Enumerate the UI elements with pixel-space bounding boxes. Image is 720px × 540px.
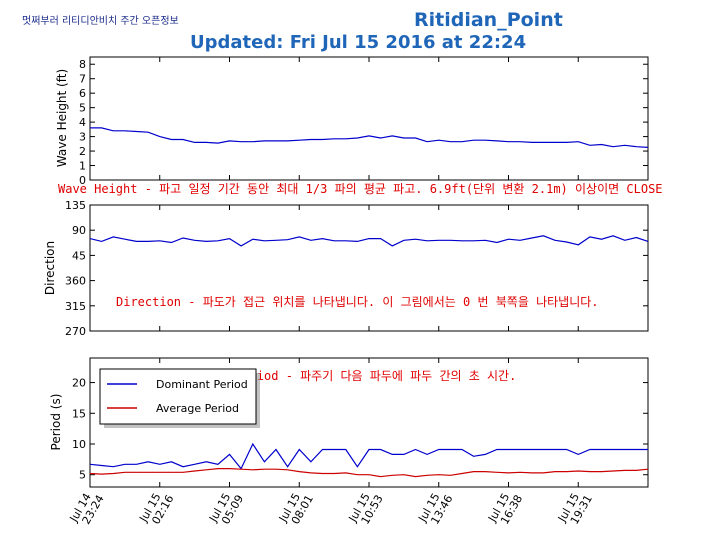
y-tick-label: 45 <box>72 249 86 262</box>
x-tick-label: Jul 1513:46 <box>415 487 455 531</box>
station-title: Ritidian_Point <box>414 9 563 31</box>
y-tick-label: 2 <box>79 145 86 158</box>
updated-timestamp: Updated: Fri Jul 15 2016 at 22:24 <box>190 32 527 53</box>
y-axis-label: Wave Height (ft) <box>55 69 69 167</box>
plot-frame-2 <box>89 204 649 332</box>
y-tick-label: 4 <box>79 116 86 129</box>
series-line-panel-2 <box>89 235 649 247</box>
x-tick-label: Jul 1502:16 <box>136 487 176 531</box>
y-tick-label: 360 <box>65 275 86 288</box>
y-tick-label: 90 <box>72 224 86 237</box>
annotation-text: Wave Height - 파고 일정 기간 동안 최대 1/3 파의 평균 파… <box>58 182 663 196</box>
y-tick-label: 5 <box>79 102 86 115</box>
legend-label: Dominant Period <box>156 378 248 391</box>
plot-frame-1 <box>89 56 649 181</box>
y-tick-label: 315 <box>65 300 86 313</box>
y-tick-label: 135 <box>65 199 86 212</box>
y-tick-label: 5 <box>79 469 86 482</box>
series-line-average-period <box>89 468 649 478</box>
x-tick-label: Jul 1505:09 <box>206 487 246 531</box>
x-tick-label: Jul 1423:24 <box>67 487 107 531</box>
y-tick-label: 270 <box>65 325 86 338</box>
y-tick-label: 0 <box>79 174 86 187</box>
y-tick-label: 20 <box>72 377 86 390</box>
x-tick-label: Jul 1508:01 <box>276 487 316 531</box>
y-axis-label: Direction <box>43 241 57 295</box>
y-tick-label: 1 <box>79 160 86 173</box>
legend-box <box>99 368 257 425</box>
x-tick-label: Jul 1510:53 <box>346 487 386 531</box>
series-line-panel-1 <box>90 127 649 148</box>
site-label: 멋쩌부러 리티디안비치 주간 오픈정보 <box>22 16 179 27</box>
y-tick-label: 10 <box>72 438 86 451</box>
x-tick-label: Jul 1516:38 <box>485 487 525 531</box>
legend-label: Average Period <box>156 402 239 415</box>
y-axis-label: Period (s) <box>49 394 63 451</box>
annotation-text: Wave Period - 파주기 다음 파두에 파두 간의 초 시간. <box>199 369 516 383</box>
y-tick-label: 3 <box>79 131 86 144</box>
y-tick-label: 7 <box>79 73 86 86</box>
y-tick-label: 6 <box>79 87 86 100</box>
series-line-dominant-period <box>89 442 648 470</box>
y-tick-label: 15 <box>72 407 86 420</box>
x-tick-label: Jul 1519:31 <box>555 487 595 531</box>
annotation-text: Direction - 파도가 접근 위치를 나타냅니다. 이 그림에서는 0 … <box>116 295 599 309</box>
y-tick-label: 8 <box>79 58 86 71</box>
